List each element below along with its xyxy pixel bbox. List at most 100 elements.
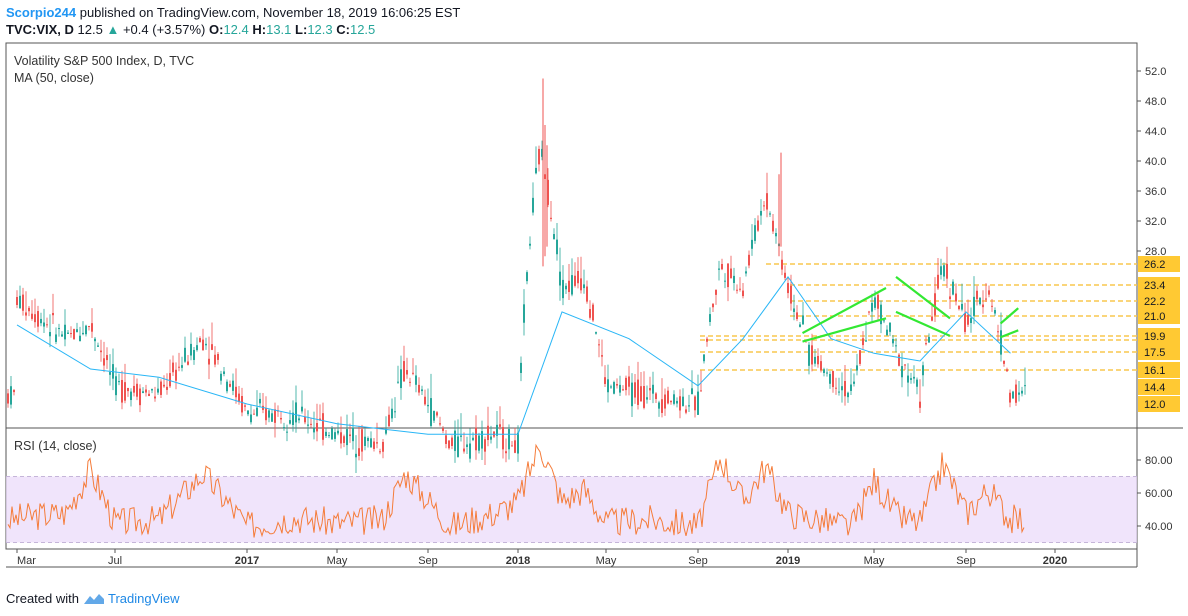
candle-body	[607, 379, 609, 393]
candle-body	[844, 381, 846, 397]
candle-body	[70, 333, 72, 335]
candle-body	[334, 432, 336, 439]
candle-body	[808, 344, 810, 366]
candle-body	[385, 428, 387, 434]
candle-body	[319, 418, 321, 421]
candle-body	[802, 315, 804, 325]
candle-body	[502, 427, 504, 450]
trend-line	[999, 307, 1019, 325]
candle-body	[328, 435, 330, 437]
candle-body	[157, 388, 159, 393]
price-change: +0.4 (+3.57%)	[122, 22, 206, 37]
candle-body	[142, 391, 144, 394]
tradingview-brand[interactable]: TradingView	[108, 591, 180, 606]
candle-body	[541, 148, 543, 157]
candle-body	[202, 339, 204, 351]
candle-body	[265, 408, 267, 421]
candle-body	[346, 429, 348, 446]
candle-body	[988, 290, 990, 295]
candle-body	[655, 393, 657, 399]
candle-body	[535, 167, 537, 174]
candle-body	[712, 303, 714, 308]
candle-body	[667, 390, 669, 404]
candle-body	[961, 303, 963, 310]
candle-body	[292, 412, 294, 425]
candle-body	[73, 329, 75, 340]
time-tick-label: May	[596, 555, 617, 567]
candle-body	[1015, 384, 1017, 403]
candle-body	[1009, 392, 1011, 403]
candle-body	[841, 386, 843, 391]
candle-body	[250, 414, 252, 423]
candle-body	[289, 420, 291, 424]
time-tick-label: Jul	[108, 555, 122, 567]
candle-body	[133, 385, 135, 393]
candle-body	[595, 332, 597, 334]
candle-body	[397, 381, 399, 383]
candle-body	[373, 441, 375, 449]
candle-body	[553, 234, 555, 240]
price-level-label-bg	[1138, 277, 1180, 293]
candle-body	[34, 314, 36, 323]
candle-body	[154, 396, 156, 399]
candle-body	[325, 431, 327, 437]
candle-body	[145, 389, 147, 393]
candle-body	[964, 312, 966, 332]
price-level-label-bg	[1138, 328, 1180, 344]
candle-body	[238, 393, 240, 402]
published-text: published on TradingView.com, November 1…	[79, 5, 461, 20]
candle-body	[391, 408, 393, 419]
candle-body	[649, 387, 651, 391]
candle-body	[991, 305, 993, 307]
rsi-line	[7, 443, 1025, 538]
low-value: 12.3	[307, 22, 333, 37]
candle-body	[274, 409, 276, 423]
candle-body	[406, 370, 408, 375]
candle-body	[244, 405, 246, 407]
candle-body	[556, 239, 558, 255]
price-level-label-bg	[1138, 379, 1180, 395]
candle-body	[178, 366, 180, 368]
tradingview-logo-icon	[83, 594, 104, 604]
candle-body	[967, 314, 969, 325]
candle-body	[715, 289, 717, 295]
candle-body	[43, 322, 45, 327]
candle-body	[160, 381, 162, 395]
candle-body	[1018, 392, 1020, 395]
candle-body	[937, 274, 939, 289]
candle-body	[475, 427, 477, 451]
candle-body	[1006, 369, 1008, 372]
candle-body	[907, 375, 909, 383]
candle-body	[970, 318, 972, 324]
candle-body	[601, 355, 603, 357]
candle-body	[382, 441, 384, 452]
candle-body	[307, 424, 309, 426]
candle-body	[208, 358, 210, 365]
candle-body	[448, 440, 450, 449]
candle-body	[232, 380, 234, 391]
candle-body	[742, 290, 744, 297]
candle-body	[280, 417, 282, 420]
price-level-label-bg	[1138, 293, 1180, 309]
candle-body	[910, 378, 912, 380]
candle-body	[16, 296, 18, 306]
trend-line	[1000, 329, 1019, 339]
author-name[interactable]: Scorpio244	[6, 5, 77, 20]
candle-body	[121, 379, 123, 403]
candle-body	[817, 355, 819, 365]
candle-body	[58, 328, 60, 330]
candle-body	[784, 272, 786, 278]
price-tick-label: 52.0	[1145, 66, 1166, 78]
candle-body	[838, 391, 840, 393]
candle-body	[100, 350, 102, 353]
candle-body	[955, 293, 957, 302]
candle-body	[913, 376, 915, 379]
rsi-tick-label: 80.00	[1145, 455, 1173, 467]
candle-body	[190, 343, 192, 356]
candle-body	[25, 312, 27, 316]
candle-body	[49, 332, 51, 337]
candle-body	[997, 331, 999, 333]
candle-body	[619, 384, 621, 393]
candle-body	[589, 309, 591, 318]
